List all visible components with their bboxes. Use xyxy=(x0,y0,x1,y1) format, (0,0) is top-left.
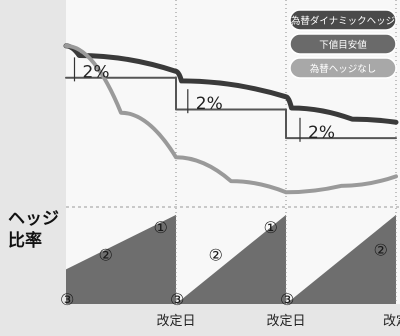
series-line-為替ダイナミックヘッジ xyxy=(63,43,399,125)
axes: 改定日 改定日 改定 xyxy=(156,314,400,329)
marker-5: ① xyxy=(264,218,278,237)
legend-pill xyxy=(289,57,397,79)
legend-label-3: 為替ヘッジなし xyxy=(310,63,377,75)
x-tick-label-2: 改定日 xyxy=(266,314,305,329)
series-group xyxy=(63,43,399,195)
legend-label-2: 下値目安値 xyxy=(319,39,367,51)
marker-6: ② xyxy=(209,246,223,265)
annotations: 2% 2% 2% xyxy=(73,57,335,143)
series-line-為替ヘッジなし xyxy=(64,43,398,195)
grid xyxy=(66,0,400,304)
annotation-label-3: 2% xyxy=(308,123,335,143)
y-axis-label-line1: ヘッジ xyxy=(8,209,59,229)
marker-7: ③ xyxy=(280,290,294,309)
annotation-label-1: 2% xyxy=(83,62,110,82)
hedge-area-segment xyxy=(66,214,176,304)
series-line-下値目安値 xyxy=(65,76,397,140)
y-axis-label-line2: 比率 xyxy=(8,230,42,251)
legend-label-1: 為替ダイナミックヘッジ xyxy=(291,15,395,27)
marker-8: ② xyxy=(374,241,388,260)
hedge-ratio-area xyxy=(66,214,396,304)
x-tick-label-3: 改定 xyxy=(383,314,400,329)
x-tick-label-1: 改定日 xyxy=(156,314,195,329)
markers: ① ② ③ ③ ① ② ③ ② xyxy=(60,218,388,309)
legend-pill xyxy=(289,33,397,55)
hedge-area-segment xyxy=(176,214,286,304)
hedge-area-segment xyxy=(286,214,396,304)
marker-2: ② xyxy=(99,246,113,265)
marker-3: ③ xyxy=(60,290,74,309)
annotation-label-2: 2% xyxy=(196,94,223,114)
legend-pill xyxy=(289,9,397,31)
marker-1: ① xyxy=(154,218,168,237)
marker-4: ③ xyxy=(170,290,184,309)
